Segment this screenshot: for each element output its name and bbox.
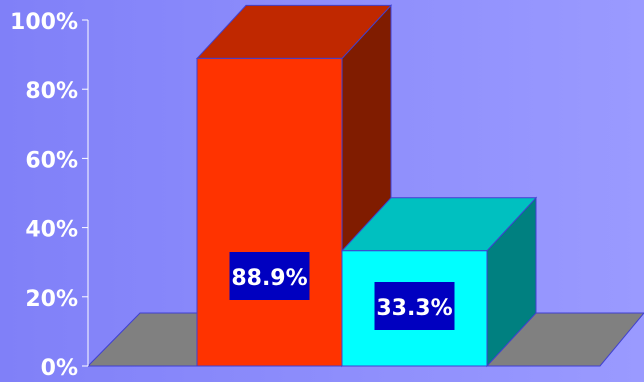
- y-tick-label: 40%: [25, 218, 78, 243]
- y-tick-label: 100%: [10, 10, 78, 35]
- bar-front-face: [196, 57, 343, 367]
- data-label-box: [374, 282, 455, 330]
- y-tick-label: 80%: [25, 79, 78, 104]
- y-tick-label: 0%: [41, 356, 78, 381]
- y-tick-label: 20%: [25, 287, 78, 312]
- bars: [195, 4, 538, 368]
- data-label: 88.9%: [231, 266, 307, 291]
- bar-1: [195, 4, 393, 368]
- data-labels: 88.9% 33.3%: [229, 252, 455, 330]
- data-label-box: [229, 252, 310, 300]
- y-axis-ticks: 0% 20% 40% 60% 80% 100%: [10, 10, 88, 381]
- y-tick-label: 60%: [25, 148, 78, 173]
- data-label: 33.3%: [376, 296, 452, 321]
- bar-2: [340, 196, 538, 368]
